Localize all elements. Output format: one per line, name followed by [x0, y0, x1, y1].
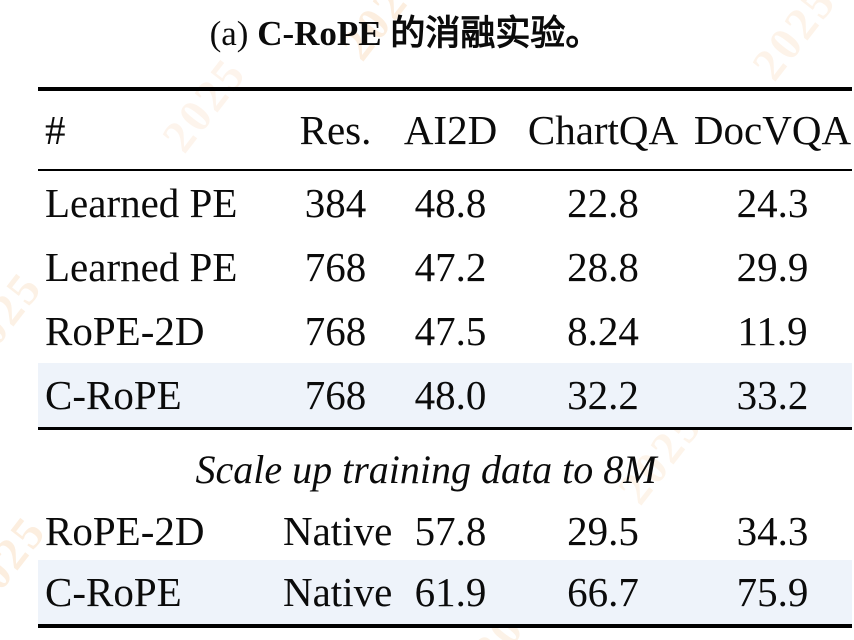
table-caption: (a) C-RoPE 的消融实验。 [0, 0, 854, 87]
docvqa-cell: 75.9 [736, 569, 809, 615]
model-cell: C-RoPE [45, 569, 182, 615]
res-cell: 768 [304, 308, 367, 354]
table-row-highlighted: C-RoPE Native 61.9 66.7 75.9 [38, 560, 852, 624]
table-row: Learned PE 768 47.2 28.8 29.9 [38, 235, 852, 299]
bottom-rule [38, 624, 852, 628]
table-row: RoPE-2D Native 57.8 29.5 34.3 [38, 502, 852, 560]
ai2d-cell: 47.5 [414, 308, 487, 354]
model-cell: Learned PE [45, 180, 238, 226]
table-row: RoPE-2D 768 47.5 8.24 11.9 [38, 299, 852, 363]
chartqa-cell: 28.8 [567, 244, 639, 290]
chartqa-cell: 32.2 [567, 372, 639, 418]
docvqa-cell: 11.9 [737, 308, 808, 354]
model-cell: Learned PE [45, 244, 238, 290]
caption-title: C-RoPE 的消融实验。 [257, 14, 601, 53]
res-cell: Native [283, 508, 393, 554]
ai2d-cell: 48.0 [414, 372, 487, 418]
ai2d-cell: 61.9 [414, 569, 487, 615]
column-header-chartqa: ChartQA [527, 107, 679, 153]
model-cell: C-RoPE [45, 372, 182, 418]
section-rule [38, 427, 852, 430]
ai2d-cell: 47.2 [414, 244, 487, 290]
ablation-table: # Res. AI2D ChartQA DocVQA Learned PE 38… [38, 87, 852, 628]
caption-index: (a) [209, 14, 249, 53]
chartqa-cell: 29.5 [567, 508, 639, 554]
section-label: Scale up training data to 8M [195, 447, 657, 492]
model-cell: RoPE-2D [45, 308, 205, 354]
res-cell: Native [283, 569, 393, 615]
column-header-ai2d: AI2D [403, 107, 498, 153]
table-row-highlighted: C-RoPE 768 48.0 32.2 33.2 [38, 363, 852, 427]
docvqa-cell: 29.9 [736, 244, 809, 290]
ai2d-cell: 48.8 [414, 180, 487, 226]
res-cell: 768 [304, 372, 367, 418]
chartqa-cell: 66.7 [567, 569, 639, 615]
column-header-model: # [45, 107, 66, 153]
table-header-row: # Res. AI2D ChartQA DocVQA [38, 91, 852, 169]
header-rule [38, 169, 852, 171]
column-header-docvqa: DocVQA [693, 107, 852, 153]
res-cell: 768 [304, 244, 367, 290]
table-row: Learned PE 384 48.8 22.8 24.3 [38, 171, 852, 235]
chartqa-cell: 8.24 [567, 308, 639, 354]
model-cell: RoPE-2D [45, 508, 205, 554]
column-header-res: Res. [299, 107, 372, 153]
ai2d-cell: 57.8 [414, 508, 487, 554]
top-rule [38, 87, 852, 91]
res-cell: 384 [304, 180, 367, 226]
docvqa-cell: 24.3 [736, 180, 809, 226]
chartqa-cell: 22.8 [567, 180, 639, 226]
docvqa-cell: 34.3 [736, 508, 809, 554]
docvqa-cell: 33.2 [736, 372, 809, 418]
